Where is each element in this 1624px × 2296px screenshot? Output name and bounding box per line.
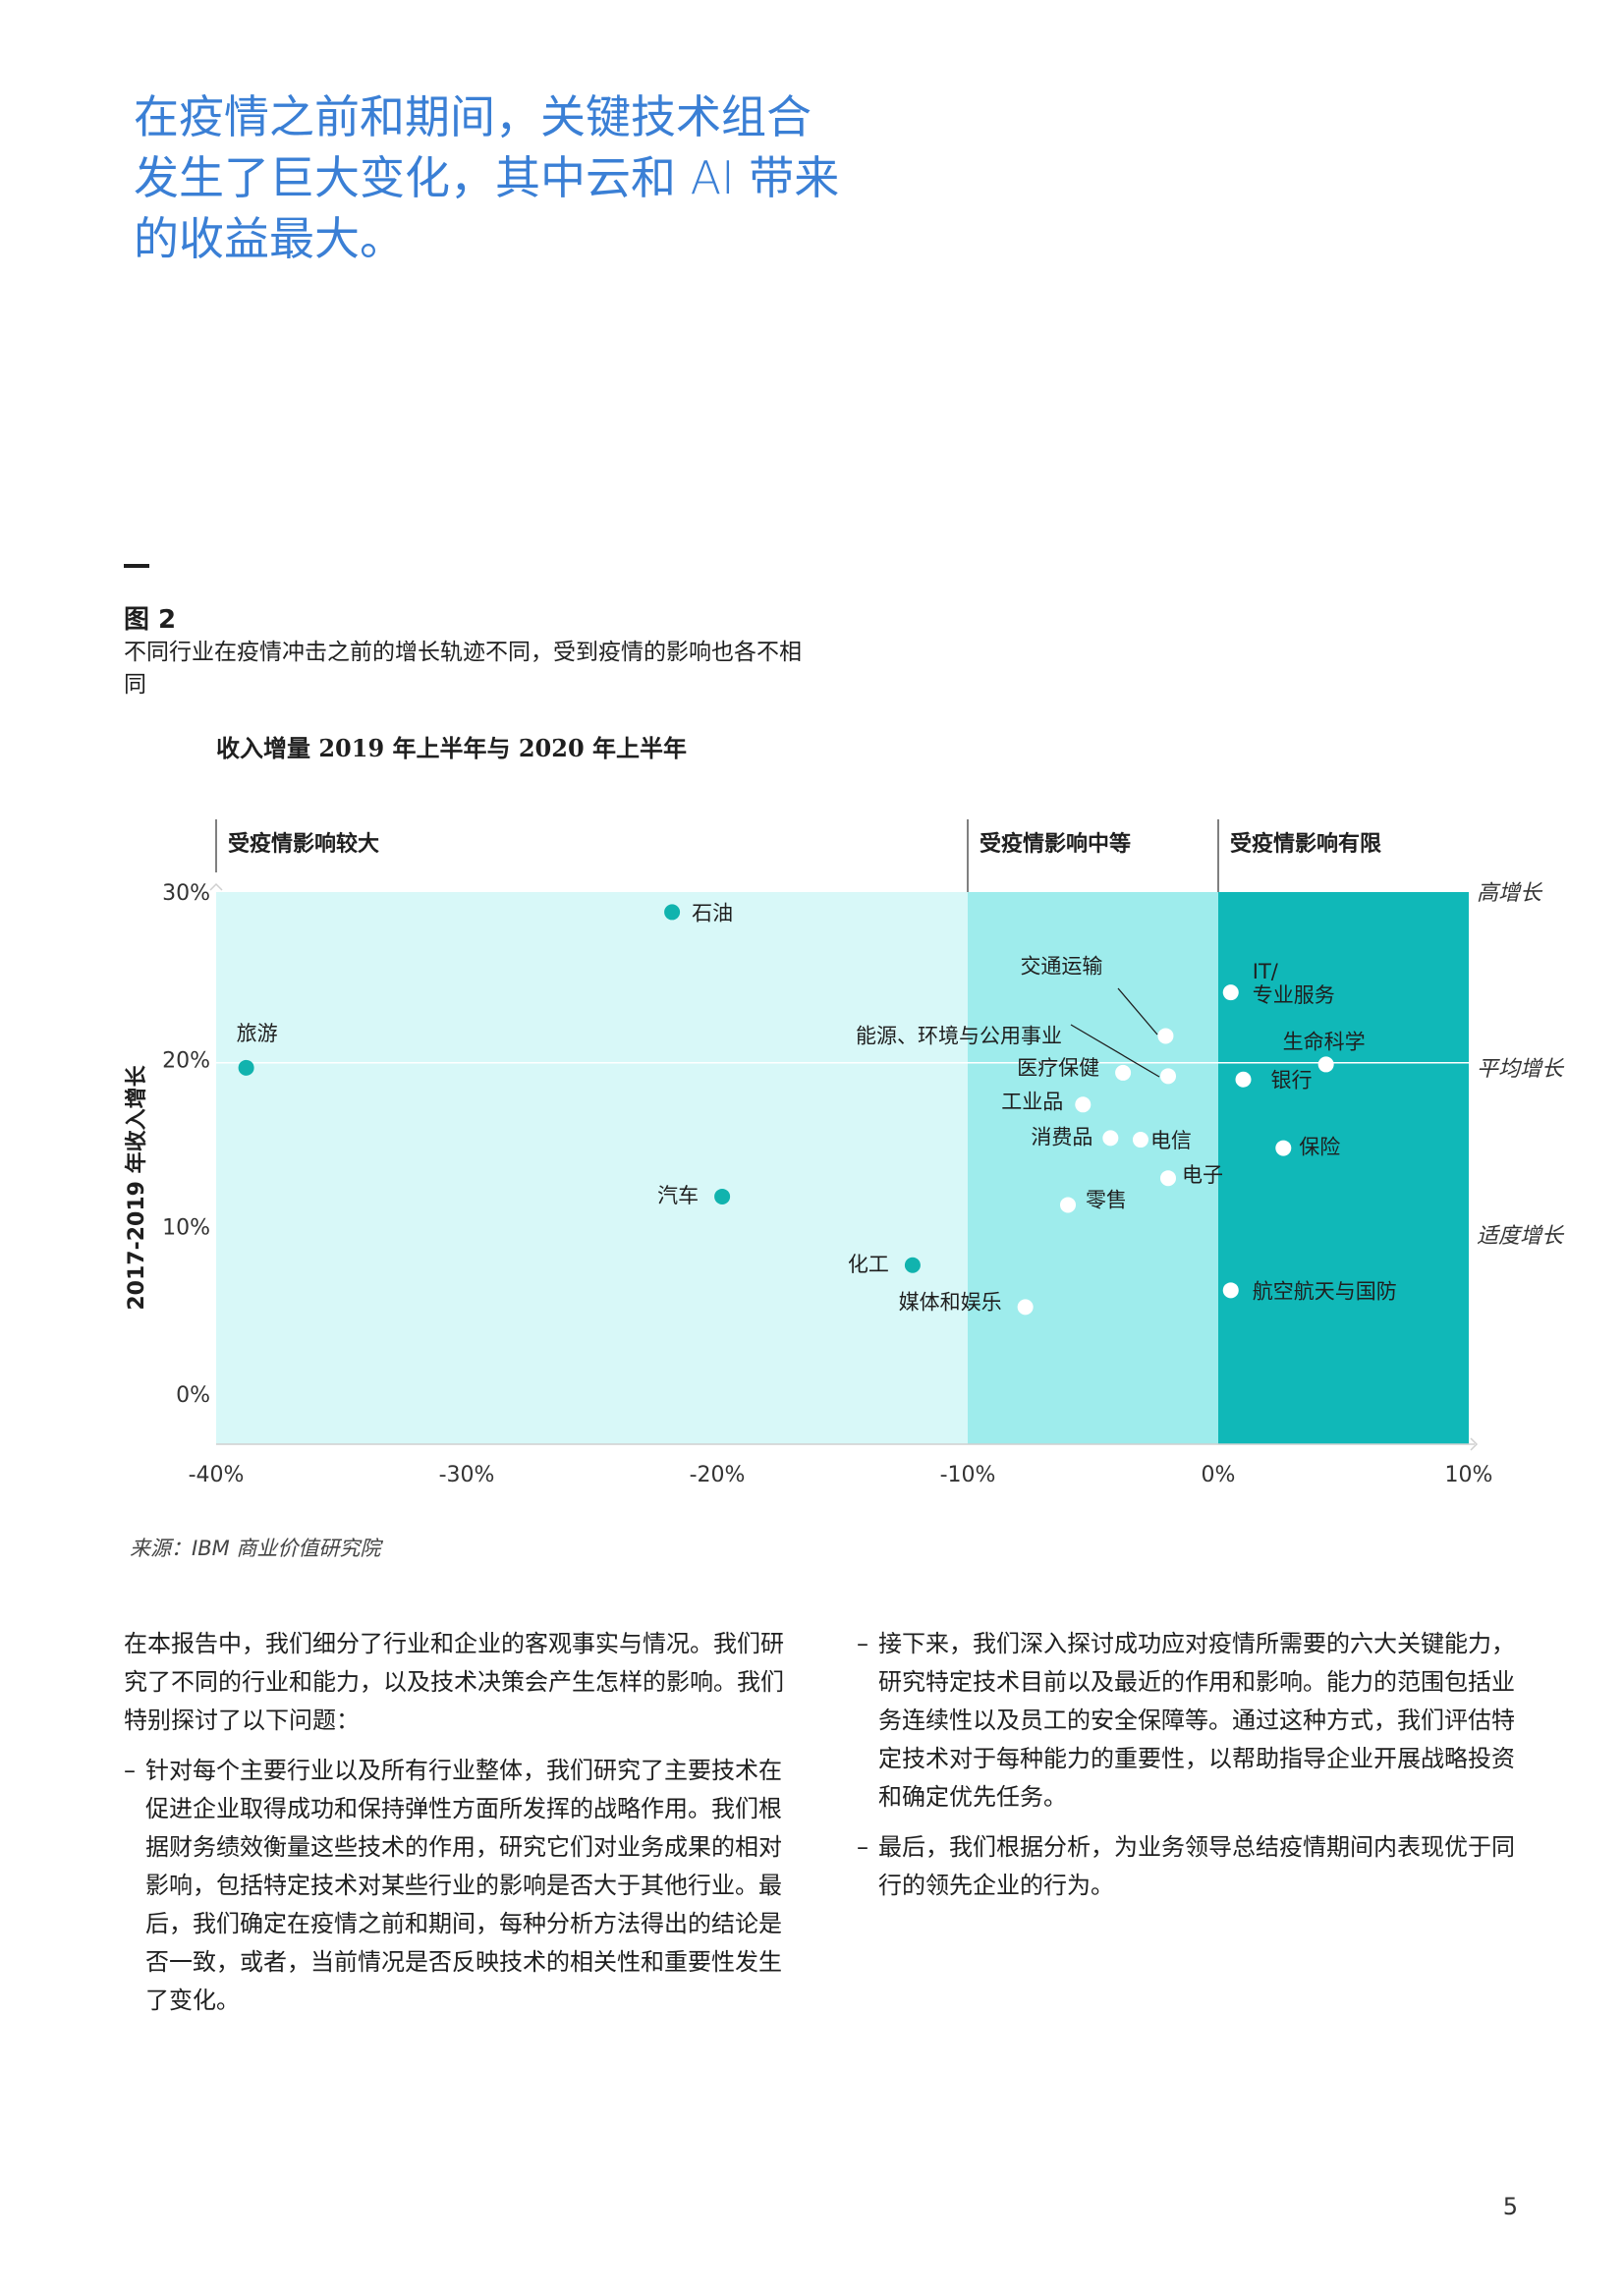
point-label: 生命科学 bbox=[1283, 1030, 1366, 1053]
data-point bbox=[1235, 1071, 1252, 1088]
point-label: 工业品 bbox=[1001, 1090, 1063, 1113]
figure-caption: 不同行业在疫情冲击之前的增长轨迹不同，受到疫情的影响也各不相同 bbox=[124, 640, 802, 698]
y-tick-label: 0% bbox=[176, 1383, 210, 1408]
zone-label: 受疫情影响中等 bbox=[980, 831, 1131, 857]
bullet-mark: – bbox=[857, 1630, 868, 1657]
y-tick-label: 10% bbox=[162, 1216, 210, 1241]
growth-label: 高增长 bbox=[1477, 881, 1543, 906]
point-label: 电子 bbox=[1182, 1163, 1223, 1187]
y-axis-title: 2017-2019 年收入增长 bbox=[124, 1064, 149, 1310]
point-label: 媒体和娱乐 bbox=[899, 1290, 1002, 1314]
zone-label: 受疫情影响有限 bbox=[1230, 831, 1381, 857]
point-label: 医疗保健 bbox=[1017, 1056, 1099, 1080]
body-bullet-text: 接下来，我们深入探讨成功应对疫情所需要的六大关键能力，研究特定技术目前以及最近的… bbox=[878, 1630, 1515, 1811]
data-point bbox=[1075, 1096, 1092, 1113]
data-point bbox=[1060, 1197, 1076, 1213]
point-label: 零售 bbox=[1086, 1188, 1127, 1211]
y-axis-arrow bbox=[209, 882, 223, 891]
point-label: 石油 bbox=[692, 901, 733, 924]
point-label: 交通运输 bbox=[1020, 954, 1102, 978]
data-point bbox=[714, 1188, 731, 1204]
point-label: 航空航天与国防 bbox=[1253, 1279, 1397, 1303]
point-label: 专业服务 bbox=[1253, 983, 1335, 1007]
bullet-mark: – bbox=[857, 1833, 868, 1861]
leader-line bbox=[1070, 1024, 1160, 1078]
data-point bbox=[1222, 984, 1239, 1001]
point-label: 电信 bbox=[1150, 1129, 1192, 1152]
x-tick-label: 0% bbox=[1202, 1463, 1236, 1487]
data-point bbox=[1017, 1299, 1034, 1316]
body-left-column: 在本报告中，我们细分了行业和企业的客观事实与情况。我们研究了不同的行业和能力，以… bbox=[124, 1625, 802, 2020]
point-label: 银行 bbox=[1271, 1069, 1313, 1092]
x-tick-label: -30% bbox=[439, 1463, 495, 1487]
data-point bbox=[1115, 1064, 1132, 1081]
body-bullet: – 接下来，我们深入探讨成功应对疫情所需要的六大关键能力，研究特定技术目前以及最… bbox=[857, 1625, 1535, 1817]
body-bullet: – 针对每个主要行业以及所有行业整体，我们研究了主要技术在促进企业取得成功和保持… bbox=[124, 1752, 802, 2020]
data-point bbox=[1275, 1140, 1292, 1156]
body-bullet-text: 最后，我们根据分析，为业务领导总结疫情期间内表现优于同行的领先企业的行为。 bbox=[878, 1833, 1515, 1899]
x-tick-label: 10% bbox=[1445, 1463, 1493, 1487]
point-label: 消费品 bbox=[1031, 1125, 1092, 1148]
growth-label: 平均增长 bbox=[1477, 1057, 1565, 1082]
figure-source: 来源：IBM 商业价值研究院 bbox=[130, 1537, 381, 1560]
leader-line bbox=[1117, 987, 1158, 1036]
data-point bbox=[1157, 1028, 1174, 1044]
point-label: 保险 bbox=[1299, 1136, 1340, 1159]
data-point bbox=[1160, 1170, 1176, 1187]
page-headline: 在疫情之前和期间，关键技术组合发生了巨大变化，其中云和 AI 带来的收益最大。 bbox=[134, 90, 840, 265]
data-point bbox=[1317, 1056, 1334, 1073]
point-label: 化工 bbox=[848, 1253, 889, 1276]
figure-label: 图 2 bbox=[124, 605, 177, 635]
data-point bbox=[1160, 1068, 1176, 1085]
zone-2 bbox=[1218, 892, 1469, 1444]
zone-0 bbox=[216, 892, 968, 1444]
x-tick-label: -10% bbox=[940, 1463, 996, 1487]
point-label: 汽车 bbox=[657, 1184, 699, 1207]
bullet-mark: – bbox=[124, 1757, 136, 1784]
data-point bbox=[1132, 1132, 1148, 1148]
zone-label: 受疫情影响较大 bbox=[228, 831, 379, 857]
body-bullet: – 最后，我们根据分析，为业务领导总结疫情期间内表现优于同行的领先企业的行为。 bbox=[857, 1828, 1535, 1905]
y-tick-label: 20% bbox=[162, 1048, 210, 1073]
growth-label: 适度增长 bbox=[1477, 1224, 1565, 1249]
chart-title: 收入增量 2019 年上半年与 2020 年上半年 bbox=[216, 734, 688, 762]
point-label: 旅游 bbox=[237, 1022, 278, 1045]
data-point bbox=[1222, 1282, 1239, 1299]
y-tick-label: 30% bbox=[162, 881, 210, 906]
scatter-chart: 受疫情影响较大 受疫情影响中等 受疫情影响有限 -40% -30% -20% -10% 0% 1… bbox=[124, 819, 1565, 1487]
x-axis-arrow bbox=[1470, 1437, 1479, 1451]
body-right-column: – 接下来，我们深入探讨成功应对疫情所需要的六大关键能力，研究特定技术目前以及最… bbox=[857, 1625, 1535, 1905]
body-intro: 在本报告中，我们细分了行业和企业的客观事实与情况。我们研究了不同的行业和能力，以… bbox=[124, 1630, 784, 1734]
zone-1 bbox=[968, 892, 1218, 1444]
section-dash bbox=[124, 564, 149, 568]
point-label: 能源、环境与公用事业 bbox=[856, 1024, 1062, 1047]
body-bullet-text: 针对每个主要行业以及所有行业整体，我们研究了主要技术在促进企业取得成功和保持弹性… bbox=[145, 1757, 782, 2014]
x-tick-label: -40% bbox=[189, 1463, 245, 1487]
point-label: IT/ bbox=[1253, 960, 1279, 983]
data-point bbox=[238, 1059, 254, 1076]
data-point bbox=[1102, 1130, 1119, 1147]
x-tick-label: -20% bbox=[690, 1463, 746, 1487]
data-point bbox=[664, 904, 681, 921]
page-number: 5 bbox=[1502, 2193, 1518, 2220]
data-point bbox=[904, 1257, 921, 1273]
